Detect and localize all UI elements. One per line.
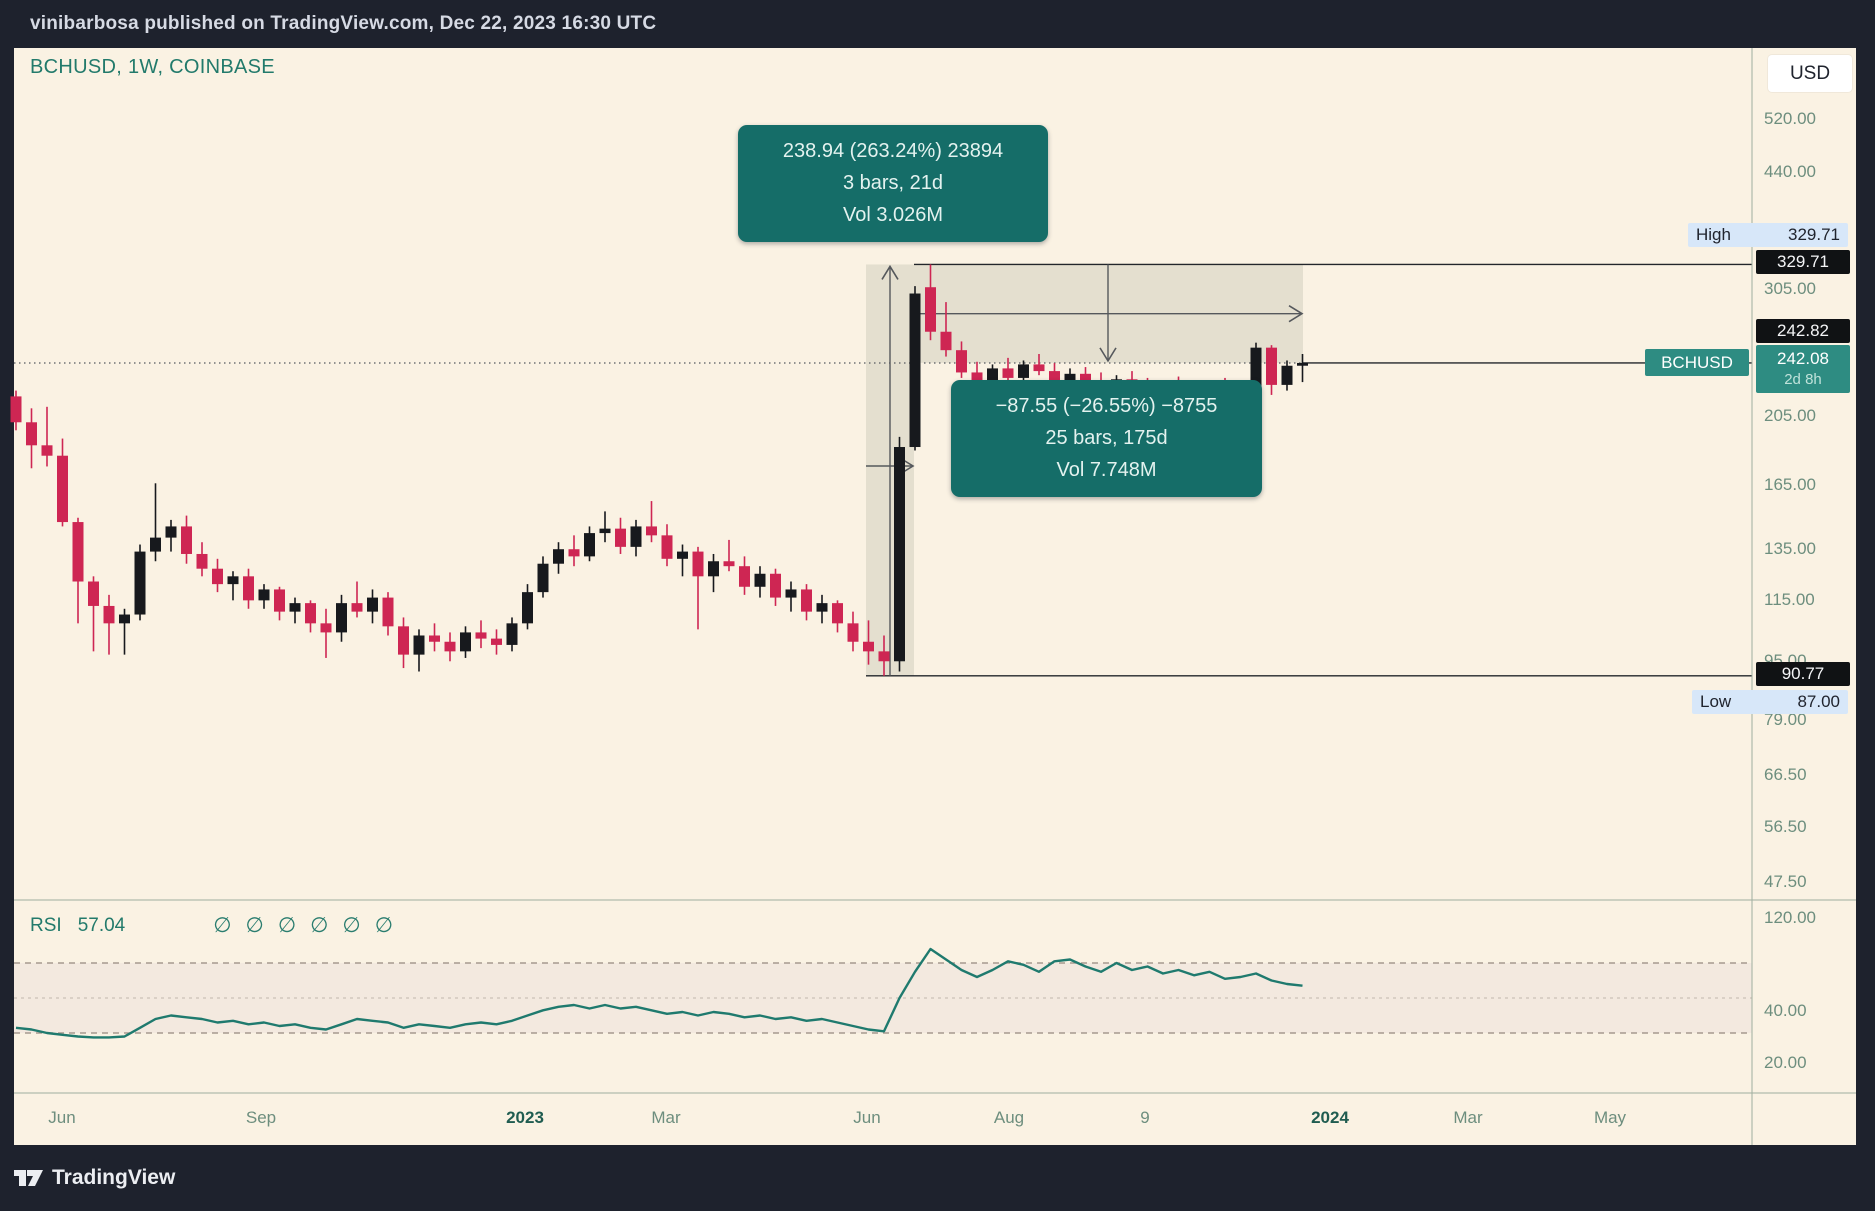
high-line-axis-badge: 329.71 xyxy=(1756,250,1850,274)
measure-down-bars: 25 bars, 175d xyxy=(1045,427,1168,449)
high-marker: High 329.71 xyxy=(1688,223,1848,247)
rsi-no-data-icon: ∅ xyxy=(342,914,363,937)
price-tick-label: 79.00 xyxy=(1764,710,1807,730)
high-marker-label: High xyxy=(1696,225,1731,244)
rsi-value: 57.04 xyxy=(77,914,126,936)
footer-bar: TradingView xyxy=(0,1145,1875,1211)
last-price-value: 242.08 xyxy=(1777,349,1829,368)
currency-button[interactable]: USD xyxy=(1768,55,1852,92)
time-tick-month: Jun xyxy=(853,1108,881,1127)
attribution-text: vinibarbosa published on TradingView.com… xyxy=(30,13,657,34)
rsi-no-data-icon: ∅ xyxy=(374,914,396,937)
rsi-no-data-icon: ∅ xyxy=(277,914,299,937)
symbol-title: BCHUSD, 1W, COINBASE xyxy=(30,56,275,78)
time-tick-month: 9 xyxy=(1140,1108,1150,1127)
time-tick-month: Sep xyxy=(245,1108,277,1127)
time-tick-month: Mar xyxy=(651,1108,681,1127)
time-tick-month: Mar xyxy=(1453,1108,1483,1127)
price-line-symbol-badge: BCHUSD xyxy=(1645,349,1749,376)
rsi-no-data-icon: ∅ xyxy=(245,914,266,937)
time-tick-month: May xyxy=(1593,1108,1627,1127)
time-tick-year: 2023 xyxy=(506,1108,544,1127)
rsi-tick-label: 20.00 xyxy=(1764,1053,1807,1072)
rsi-no-data-icon: ∅ xyxy=(310,914,331,937)
price-tick-label: 520.00 xyxy=(1764,109,1816,129)
low-marker-value: 87.00 xyxy=(1797,692,1840,711)
rsi-tick-label: 40.00 xyxy=(1764,1001,1807,1020)
price-tick-label: 115.00 xyxy=(1764,590,1815,610)
tradingview-logo-icon xyxy=(14,1167,44,1189)
last-price-axis-badge: 242.08 2d 8h xyxy=(1756,345,1850,393)
measure-down-change: −87.55 (−26.55%) −8755 xyxy=(995,395,1218,417)
price-tick-label: 205.00 xyxy=(1764,406,1816,425)
measure-down-callout[interactable]: −87.55 (−26.55%) −8755 25 bars, 175d Vol… xyxy=(951,380,1262,497)
rsi-no-data-icon: ∅ xyxy=(213,914,234,937)
time-tick-month: Jun xyxy=(48,1108,76,1127)
bar-countdown: 2d 8h xyxy=(1784,371,1822,388)
price-tick-label: 135.00 xyxy=(1764,539,1816,559)
rsi-tick-label: 120.00 xyxy=(1764,908,1816,927)
rsi-label: RSI xyxy=(30,914,62,936)
measure-up-change: 238.94 (263.24%) 23894 xyxy=(782,140,1004,162)
low-line-axis-badge: 90.77 xyxy=(1756,662,1850,686)
rsi-status-line: RSI 57.04 ∅ ∅ ∅ ∅ ∅ ∅ xyxy=(30,913,395,938)
price-tick-label: 305.00 xyxy=(1764,279,1816,299)
price-tick-label: 47.50 xyxy=(1764,872,1807,892)
price-tick-label: 66.50 xyxy=(1764,765,1807,785)
measure-down-volume: Vol 7.748M xyxy=(1056,459,1157,481)
rsi-no-data-icons: ∅ ∅ ∅ ∅ ∅ ∅ xyxy=(213,913,395,938)
high-marker-value: 329.71 xyxy=(1788,225,1840,244)
low-marker-label: Low xyxy=(1700,692,1732,711)
low-marker: Low 87.00 xyxy=(1692,690,1848,714)
tradingview-brand-text: TradingView xyxy=(52,1166,176,1189)
mid-line-axis-badge: 242.82 xyxy=(1756,319,1850,343)
price-tick-label: 56.50 xyxy=(1764,816,1807,836)
measure-up-callout[interactable]: 238.94 (263.24%) 23894 3 bars, 21d Vol 3… xyxy=(738,125,1048,242)
attribution-bar: vinibarbosa published on TradingView.com… xyxy=(0,0,1875,48)
price-tick-label: 440.00 xyxy=(1764,162,1816,182)
time-tick-year: 2024 xyxy=(1311,1108,1349,1127)
measure-up-volume: Vol 3.026M xyxy=(842,204,944,226)
price-tick-label: 165.00 xyxy=(1764,475,1816,495)
time-tick-month: Aug xyxy=(993,1108,1025,1127)
measure-up-bars: 3 bars, 21d xyxy=(842,172,944,194)
